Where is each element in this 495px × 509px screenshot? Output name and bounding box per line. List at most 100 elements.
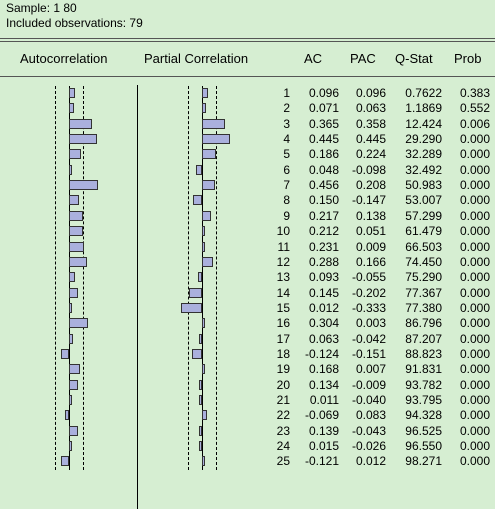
prob-value: 0.000 <box>459 163 490 177</box>
lag-value: 7 <box>283 178 290 192</box>
qstat-value: 12.424 <box>405 117 442 131</box>
lag-value: 16 <box>276 316 290 330</box>
lag-value: 15 <box>276 301 290 315</box>
qstat-value: 50.983 <box>405 178 442 192</box>
pac-value: -0.098 <box>351 163 386 177</box>
prob-value: 0.000 <box>459 347 490 361</box>
prob-value: 0.000 <box>459 132 490 146</box>
qstat-value: 87.207 <box>405 332 442 346</box>
pac-lower-band <box>188 86 189 470</box>
lag-value: 21 <box>276 393 290 407</box>
ac-bar <box>61 456 69 466</box>
pac-value: -0.040 <box>351 393 386 407</box>
lag-value: 17 <box>276 332 290 346</box>
lag-value: 14 <box>276 286 290 300</box>
prob-value: 0.000 <box>459 362 490 376</box>
pac-bar <box>202 226 206 236</box>
qstat-value: 98.271 <box>405 454 442 468</box>
pac-value: -0.026 <box>351 439 386 453</box>
ac-bar <box>69 288 79 298</box>
ac-value: -0.069 <box>304 408 339 422</box>
pac-value: -0.151 <box>351 347 386 361</box>
pac-bar <box>202 119 225 129</box>
qstat-value: 1.1869 <box>405 101 442 115</box>
ac-value: 0.139 <box>308 424 339 438</box>
qstat-value: 77.380 <box>405 301 442 315</box>
ac-value: 0.096 <box>308 86 339 100</box>
pac-bar <box>198 272 202 282</box>
pac-bar <box>199 334 202 344</box>
lag-value: 18 <box>276 347 290 361</box>
ac-bar <box>69 257 88 267</box>
qstat-value: 61.479 <box>405 224 442 238</box>
lag-value: 22 <box>276 408 290 422</box>
pac-value: 0.003 <box>355 316 386 330</box>
top-rule <box>0 38 495 39</box>
ac-value: 0.145 <box>308 286 339 300</box>
ac-bar <box>69 426 78 436</box>
observations-info: Included observations: 79 <box>6 16 143 30</box>
pac-value: 0.224 <box>355 147 386 161</box>
header-qstat: Q-Stat <box>395 51 433 66</box>
pac-value: 0.009 <box>355 240 386 254</box>
prob-value: 0.383 <box>459 86 490 100</box>
pac-bar <box>202 257 213 267</box>
prob-value: 0.000 <box>459 424 490 438</box>
ac-bar <box>69 334 74 344</box>
ac-bar <box>69 149 81 159</box>
ac-value: 0.048 <box>308 163 339 177</box>
pac-bar <box>192 349 202 359</box>
prob-value: 0.000 <box>459 408 490 422</box>
pac-bar <box>202 242 205 252</box>
prob-value: 0.000 <box>459 378 490 392</box>
lag-value: 12 <box>276 255 290 269</box>
prob-value: 0.006 <box>459 117 490 131</box>
prob-value: 0.000 <box>459 454 490 468</box>
pac-bar <box>202 88 209 98</box>
header-autocorrelation: Autocorrelation <box>20 51 108 66</box>
pac-value: 0.358 <box>355 117 386 131</box>
ac-bar <box>69 211 83 221</box>
header-pac: PAC <box>350 51 376 66</box>
ac-bar <box>69 303 72 313</box>
ac-value: 0.304 <box>308 316 339 330</box>
lag-value: 9 <box>283 209 290 223</box>
lag-value: 5 <box>283 147 290 161</box>
pac-bar <box>180 303 202 313</box>
pac-value: -0.202 <box>351 286 386 300</box>
pac-value: -0.147 <box>351 193 386 207</box>
lag-value: 11 <box>277 240 290 254</box>
ac-bar <box>64 410 69 420</box>
pac-value: 0.063 <box>355 101 386 115</box>
prob-value: 0.552 <box>459 101 490 115</box>
pac-bar <box>202 364 205 374</box>
ac-bar <box>69 272 75 282</box>
qstat-value: 94.328 <box>405 408 442 422</box>
pac-value: 0.007 <box>355 362 386 376</box>
lag-value: 24 <box>276 439 290 453</box>
qstat-value: 29.290 <box>405 132 442 146</box>
ac-value: 0.186 <box>308 147 339 161</box>
ac-bar <box>69 180 99 190</box>
pac-bar <box>202 456 205 466</box>
pac-bar <box>202 180 216 190</box>
prob-value: 0.000 <box>459 332 490 346</box>
ac-value: 0.217 <box>308 209 339 223</box>
pac-value: 0.208 <box>355 178 386 192</box>
ac-value: 0.150 <box>308 193 339 207</box>
header-prob: Prob <box>454 51 482 66</box>
ac-upper-band <box>83 86 84 470</box>
prob-value: 0.000 <box>459 270 490 284</box>
pac-bar <box>202 134 231 144</box>
prob-value: 0.000 <box>459 393 490 407</box>
pac-value: 0.445 <box>355 132 386 146</box>
ac-bar <box>69 134 98 144</box>
lag-value: 13 <box>276 270 290 284</box>
pac-value: 0.083 <box>355 408 386 422</box>
qstat-value: 77.367 <box>405 286 442 300</box>
qstat-value: 74.450 <box>405 255 442 269</box>
lag-value: 10 <box>276 224 290 238</box>
prob-value: 0.000 <box>459 286 490 300</box>
lag-value: 19 <box>276 362 290 376</box>
ac-bar <box>69 165 73 175</box>
